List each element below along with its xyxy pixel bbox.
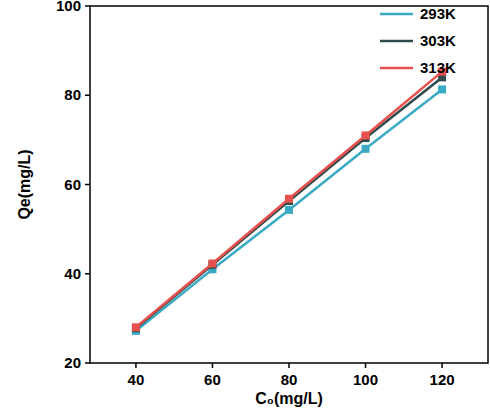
x-tick-label: 120 — [430, 371, 455, 388]
legend-label: 303K — [420, 32, 456, 49]
x-tick-label: 100 — [353, 371, 378, 388]
legend-label: 293K — [420, 5, 456, 22]
plot-marks — [132, 68, 446, 335]
y-tick — [85, 184, 90, 186]
x-tick-label: 60 — [204, 371, 221, 388]
y-tick — [85, 273, 90, 275]
x-tick-label: 40 — [128, 371, 145, 388]
y-tick-label: 40 — [64, 265, 81, 282]
legend-swatch — [380, 13, 413, 16]
x-tick — [441, 363, 443, 368]
marker — [285, 195, 293, 203]
y-tick — [85, 362, 90, 364]
legend-swatch — [380, 40, 413, 43]
marker — [362, 131, 370, 139]
x-tick — [365, 363, 367, 368]
legend-swatch — [380, 67, 413, 70]
y-tick-label: 100 — [56, 0, 81, 14]
series-line — [136, 89, 442, 330]
marker — [132, 323, 140, 331]
y-axis-label: Qe(mg/L) — [16, 149, 33, 219]
x-axis-label: C₀(mg/L) — [255, 390, 323, 407]
marker — [132, 324, 140, 332]
plot-frame — [90, 6, 488, 363]
y-tick — [85, 5, 90, 7]
y-tick-label: 80 — [64, 86, 81, 103]
y-tick — [85, 95, 90, 97]
marker — [362, 145, 370, 153]
x-tick — [288, 363, 290, 368]
y-tick-label: 60 — [64, 176, 81, 193]
x-tick — [212, 363, 214, 368]
marker — [285, 206, 293, 214]
legend: 293K 303K 313K — [380, 5, 456, 76]
x-tick — [135, 363, 137, 368]
y-tick-label: 20 — [64, 354, 81, 371]
marker — [438, 85, 446, 93]
x-tick-label: 80 — [281, 371, 298, 388]
series-line — [136, 72, 442, 328]
marker — [208, 259, 216, 267]
legend-label: 313K — [420, 59, 456, 76]
chart: 40 60 80 100 120 20 40 60 80 100 C₀(mg/L) Qe(mg/L) 2… — [0, 0, 490, 415]
